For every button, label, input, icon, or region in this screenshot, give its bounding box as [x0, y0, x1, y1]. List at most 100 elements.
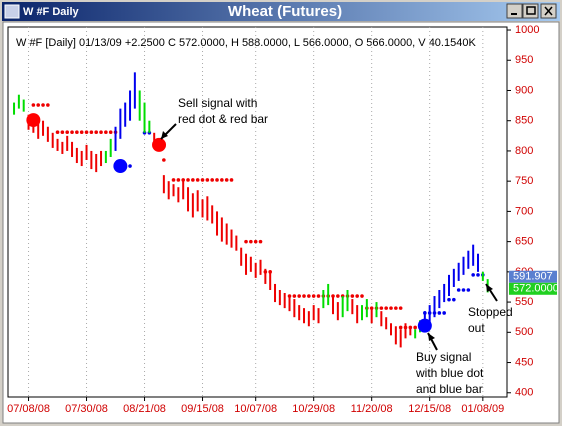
- price-tag-box: [509, 282, 557, 295]
- y-tick-label: 750: [515, 175, 533, 187]
- stop-dot: [398, 306, 403, 310]
- y-tick-label: 850: [515, 115, 533, 127]
- x-tick-label: 11/20/08: [351, 403, 393, 415]
- stop-dot: [437, 311, 442, 315]
- stop-dot: [75, 130, 79, 134]
- maximize-icon: [526, 6, 536, 15]
- x-tick-label: 12/15/08: [408, 403, 451, 415]
- stop-dot: [350, 294, 355, 298]
- stop-dot: [220, 178, 224, 182]
- stop-dot: [384, 306, 388, 310]
- stop-dot: [99, 130, 103, 134]
- y-tick-label: 400: [515, 387, 533, 399]
- stop-dot: [466, 288, 471, 292]
- annotation-arrows: [160, 123, 498, 351]
- price-tag-box: [509, 270, 557, 283]
- stop-dot: [46, 103, 50, 107]
- stop-dot: [60, 130, 65, 134]
- y-tick-label: 700: [515, 205, 533, 217]
- stop-dot: [94, 130, 99, 134]
- stop-dot: [447, 297, 451, 302]
- minimize-button[interactable]: [506, 3, 523, 19]
- stop-dot: [215, 178, 219, 182]
- signal-dot: [26, 113, 41, 128]
- stop-dot: [389, 306, 393, 310]
- stop-dot: [89, 130, 94, 134]
- stop-dot: [355, 294, 359, 298]
- stop-dot: [41, 103, 45, 107]
- stop-dot: [200, 178, 205, 182]
- stop-dot: [413, 325, 417, 330]
- stop-dot: [104, 130, 108, 134]
- x-tick-label: 07/08/08: [7, 403, 50, 415]
- stop-dot: [442, 311, 446, 315]
- annotation: red dot & red bar: [178, 112, 268, 126]
- x-tick-label: 01/08/09: [461, 403, 504, 415]
- price-tag: 572.0000: [509, 283, 559, 295]
- y-tick-label: 800: [515, 145, 533, 157]
- stop-dot: [452, 297, 456, 302]
- annotation: out: [468, 321, 485, 335]
- y-tick-label: 550: [515, 296, 533, 308]
- stop-dot: [244, 239, 248, 244]
- stop-dot: [31, 103, 36, 107]
- client-area: [2, 21, 560, 424]
- y-tick-label: 500: [515, 326, 533, 338]
- stop-dot: [70, 130, 74, 134]
- sell-arrow-head: [161, 131, 168, 139]
- plot: [13, 27, 489, 397]
- annotation: Sell signal with: [178, 96, 257, 110]
- stop-dot: [195, 178, 200, 182]
- stop-dot: [302, 294, 306, 298]
- x-tick-label: 10/07/08: [234, 403, 277, 415]
- stop-dot: [181, 178, 185, 182]
- stop-dot: [176, 178, 181, 182]
- title-bar: [2, 2, 560, 21]
- price-tag-label: 591.907: [513, 271, 553, 283]
- y-tick-label: 950: [515, 54, 533, 66]
- stop-dot: [394, 306, 398, 310]
- stop-dot: [79, 130, 84, 134]
- stop-dot: [253, 239, 258, 244]
- stop-dot: [210, 178, 214, 182]
- close-icon: [544, 6, 553, 16]
- stop-dot: [258, 239, 263, 244]
- stop-dot: [456, 288, 461, 292]
- stop-dot: [316, 294, 321, 298]
- annotation: Buy signal: [416, 350, 471, 364]
- x-tick-label: 09/15/08: [181, 403, 224, 415]
- y-tick-label: 900: [515, 84, 533, 96]
- stop-dot: [249, 239, 253, 244]
- stop-dot: [360, 294, 364, 298]
- stop-dot: [36, 103, 41, 107]
- x-tick-label: 10/29/08: [292, 403, 335, 415]
- stop-dot: [297, 294, 301, 298]
- stop-dot: [307, 294, 311, 298]
- stop-dot: [311, 294, 316, 298]
- stop-dot: [336, 294, 340, 298]
- stopped-arrow-head: [486, 284, 493, 292]
- price-tag-label: 572.0000: [513, 283, 559, 295]
- stop-dot: [186, 178, 190, 182]
- window-icon: [4, 4, 20, 19]
- y-tick-label: 450: [515, 356, 533, 368]
- stop-dot: [55, 130, 60, 134]
- signal-dot: [417, 318, 432, 333]
- annotation: with blue dot: [415, 366, 484, 380]
- window-buttons[interactable]: [506, 3, 557, 19]
- y-tick-label: 1000: [515, 24, 539, 36]
- stop-dot: [65, 130, 70, 134]
- stop-dot: [229, 178, 234, 182]
- x-tick-label: 07/30/08: [65, 403, 108, 415]
- annotation: Stopped: [468, 305, 513, 319]
- info-line: W #F [Daily] 01/13/09 +2.2500 C 572.0000…: [16, 37, 476, 49]
- stop-dot: [108, 130, 113, 134]
- chart-title: Wheat (Futures): [228, 3, 342, 20]
- stop-dot: [224, 178, 229, 182]
- annotation: and blue bar: [416, 382, 483, 396]
- x-tick-label: 08/21/08: [123, 403, 166, 415]
- stop-dot: [398, 325, 403, 330]
- stop-dot: [84, 130, 89, 134]
- signal-dot: [113, 159, 128, 174]
